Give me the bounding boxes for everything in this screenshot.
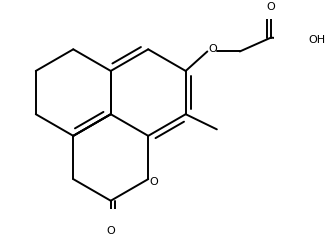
Text: O: O [106, 226, 115, 236]
Text: O: O [208, 44, 217, 54]
Text: OH: OH [309, 35, 326, 45]
Text: O: O [150, 177, 158, 187]
Text: O: O [267, 2, 275, 12]
